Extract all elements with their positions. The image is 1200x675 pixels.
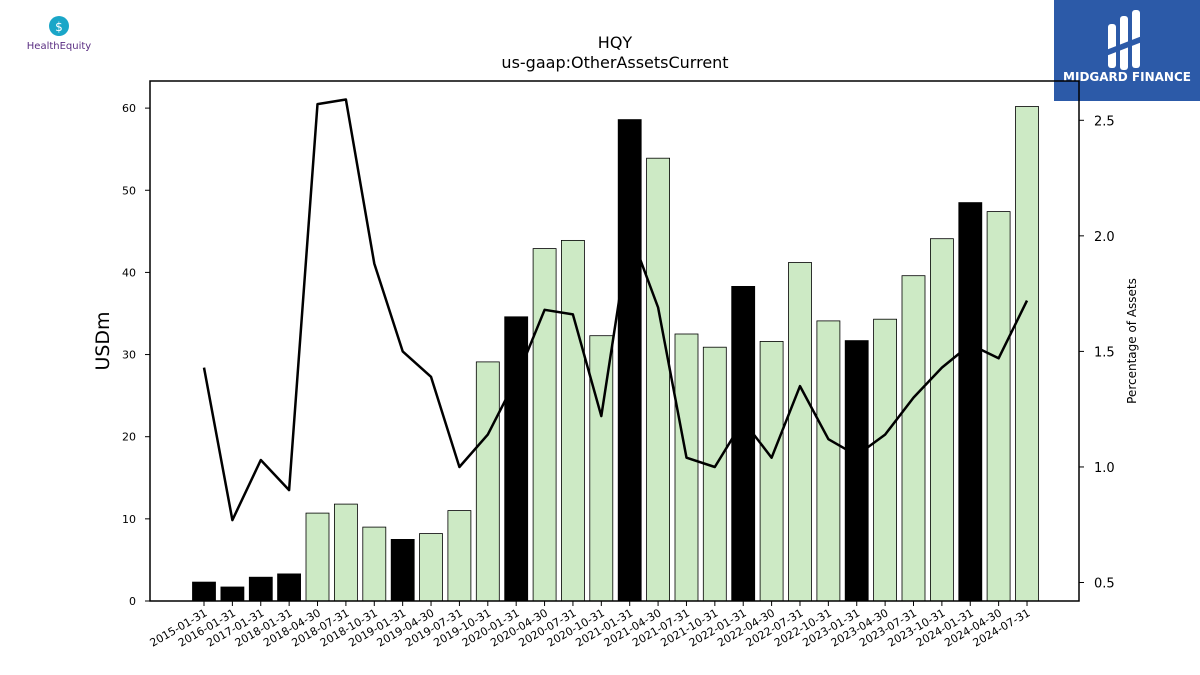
chart-title: HQY — [598, 33, 633, 52]
y-tick-label: 40 — [122, 266, 136, 279]
y-right-tick-label: 1.5 — [1094, 345, 1115, 360]
bar — [248, 576, 273, 602]
bar — [419, 533, 443, 602]
midgard-finance-text: MIDGARD FINANCE — [1063, 70, 1191, 84]
plot-frame — [149, 80, 1080, 602]
y-tick-label: 10 — [122, 513, 136, 526]
bar — [362, 526, 387, 602]
bar — [589, 335, 614, 602]
y-axis-left: 0 10 20 30 40 50 60 — [122, 102, 150, 608]
y-axis-label: USDm — [92, 311, 114, 370]
bar — [220, 586, 245, 602]
healthequity-logo-mark-glyph: $ — [55, 20, 63, 34]
bar — [390, 539, 415, 602]
bar — [788, 262, 812, 602]
midgard-finance-mark: MIDGARD FINANCE — [1063, 10, 1191, 84]
bar — [759, 340, 784, 602]
bar — [986, 211, 1011, 602]
line-series — [202, 98, 1029, 522]
y-axis-right: 0.5 1.0 1.5 2.0 2.5 — [1079, 114, 1115, 592]
bar — [561, 239, 585, 602]
bar — [1015, 106, 1039, 602]
bar — [930, 238, 954, 602]
bar — [475, 361, 500, 602]
bar — [532, 248, 557, 602]
healthequity-logo-mark — [49, 16, 69, 36]
bar — [447, 510, 472, 602]
bar — [816, 320, 841, 602]
bar — [646, 157, 670, 602]
y-right-tick-label: 2.5 — [1094, 114, 1115, 129]
bar — [958, 202, 983, 602]
bar — [277, 573, 302, 602]
x-axis: 2015-01-312016-01-312017-01-312018-01-31… — [148, 601, 1033, 650]
bar — [873, 318, 897, 602]
bar — [192, 581, 216, 602]
bar — [617, 119, 642, 602]
y-right-tick-label: 0.5 — [1094, 577, 1115, 592]
y-tick-label: 20 — [122, 431, 136, 444]
bar — [333, 503, 358, 602]
bar — [731, 285, 756, 602]
bar — [702, 346, 727, 602]
bar — [305, 512, 330, 602]
bar-series — [192, 106, 1039, 602]
y-tick-label: 30 — [122, 349, 136, 362]
y-tick-label: 50 — [122, 184, 136, 197]
bar — [901, 275, 926, 602]
y-right-tick-label: 2.0 — [1094, 230, 1115, 245]
bar — [674, 333, 699, 602]
y-tick-label: 60 — [122, 102, 136, 115]
chart-subtitle: us-gaap:OtherAssetsCurrent — [501, 53, 728, 72]
y-right-tick-label: 1.0 — [1094, 461, 1115, 476]
bar — [844, 340, 869, 602]
y-axis-right-label: Percentage of Assets — [1125, 278, 1139, 404]
y-tick-label: 0 — [129, 595, 136, 608]
healthequity-logo-text: HealthEquity — [27, 41, 92, 52]
percentage-line — [202, 98, 1029, 522]
healthequity-logo: $ HealthEquity — [27, 16, 92, 52]
